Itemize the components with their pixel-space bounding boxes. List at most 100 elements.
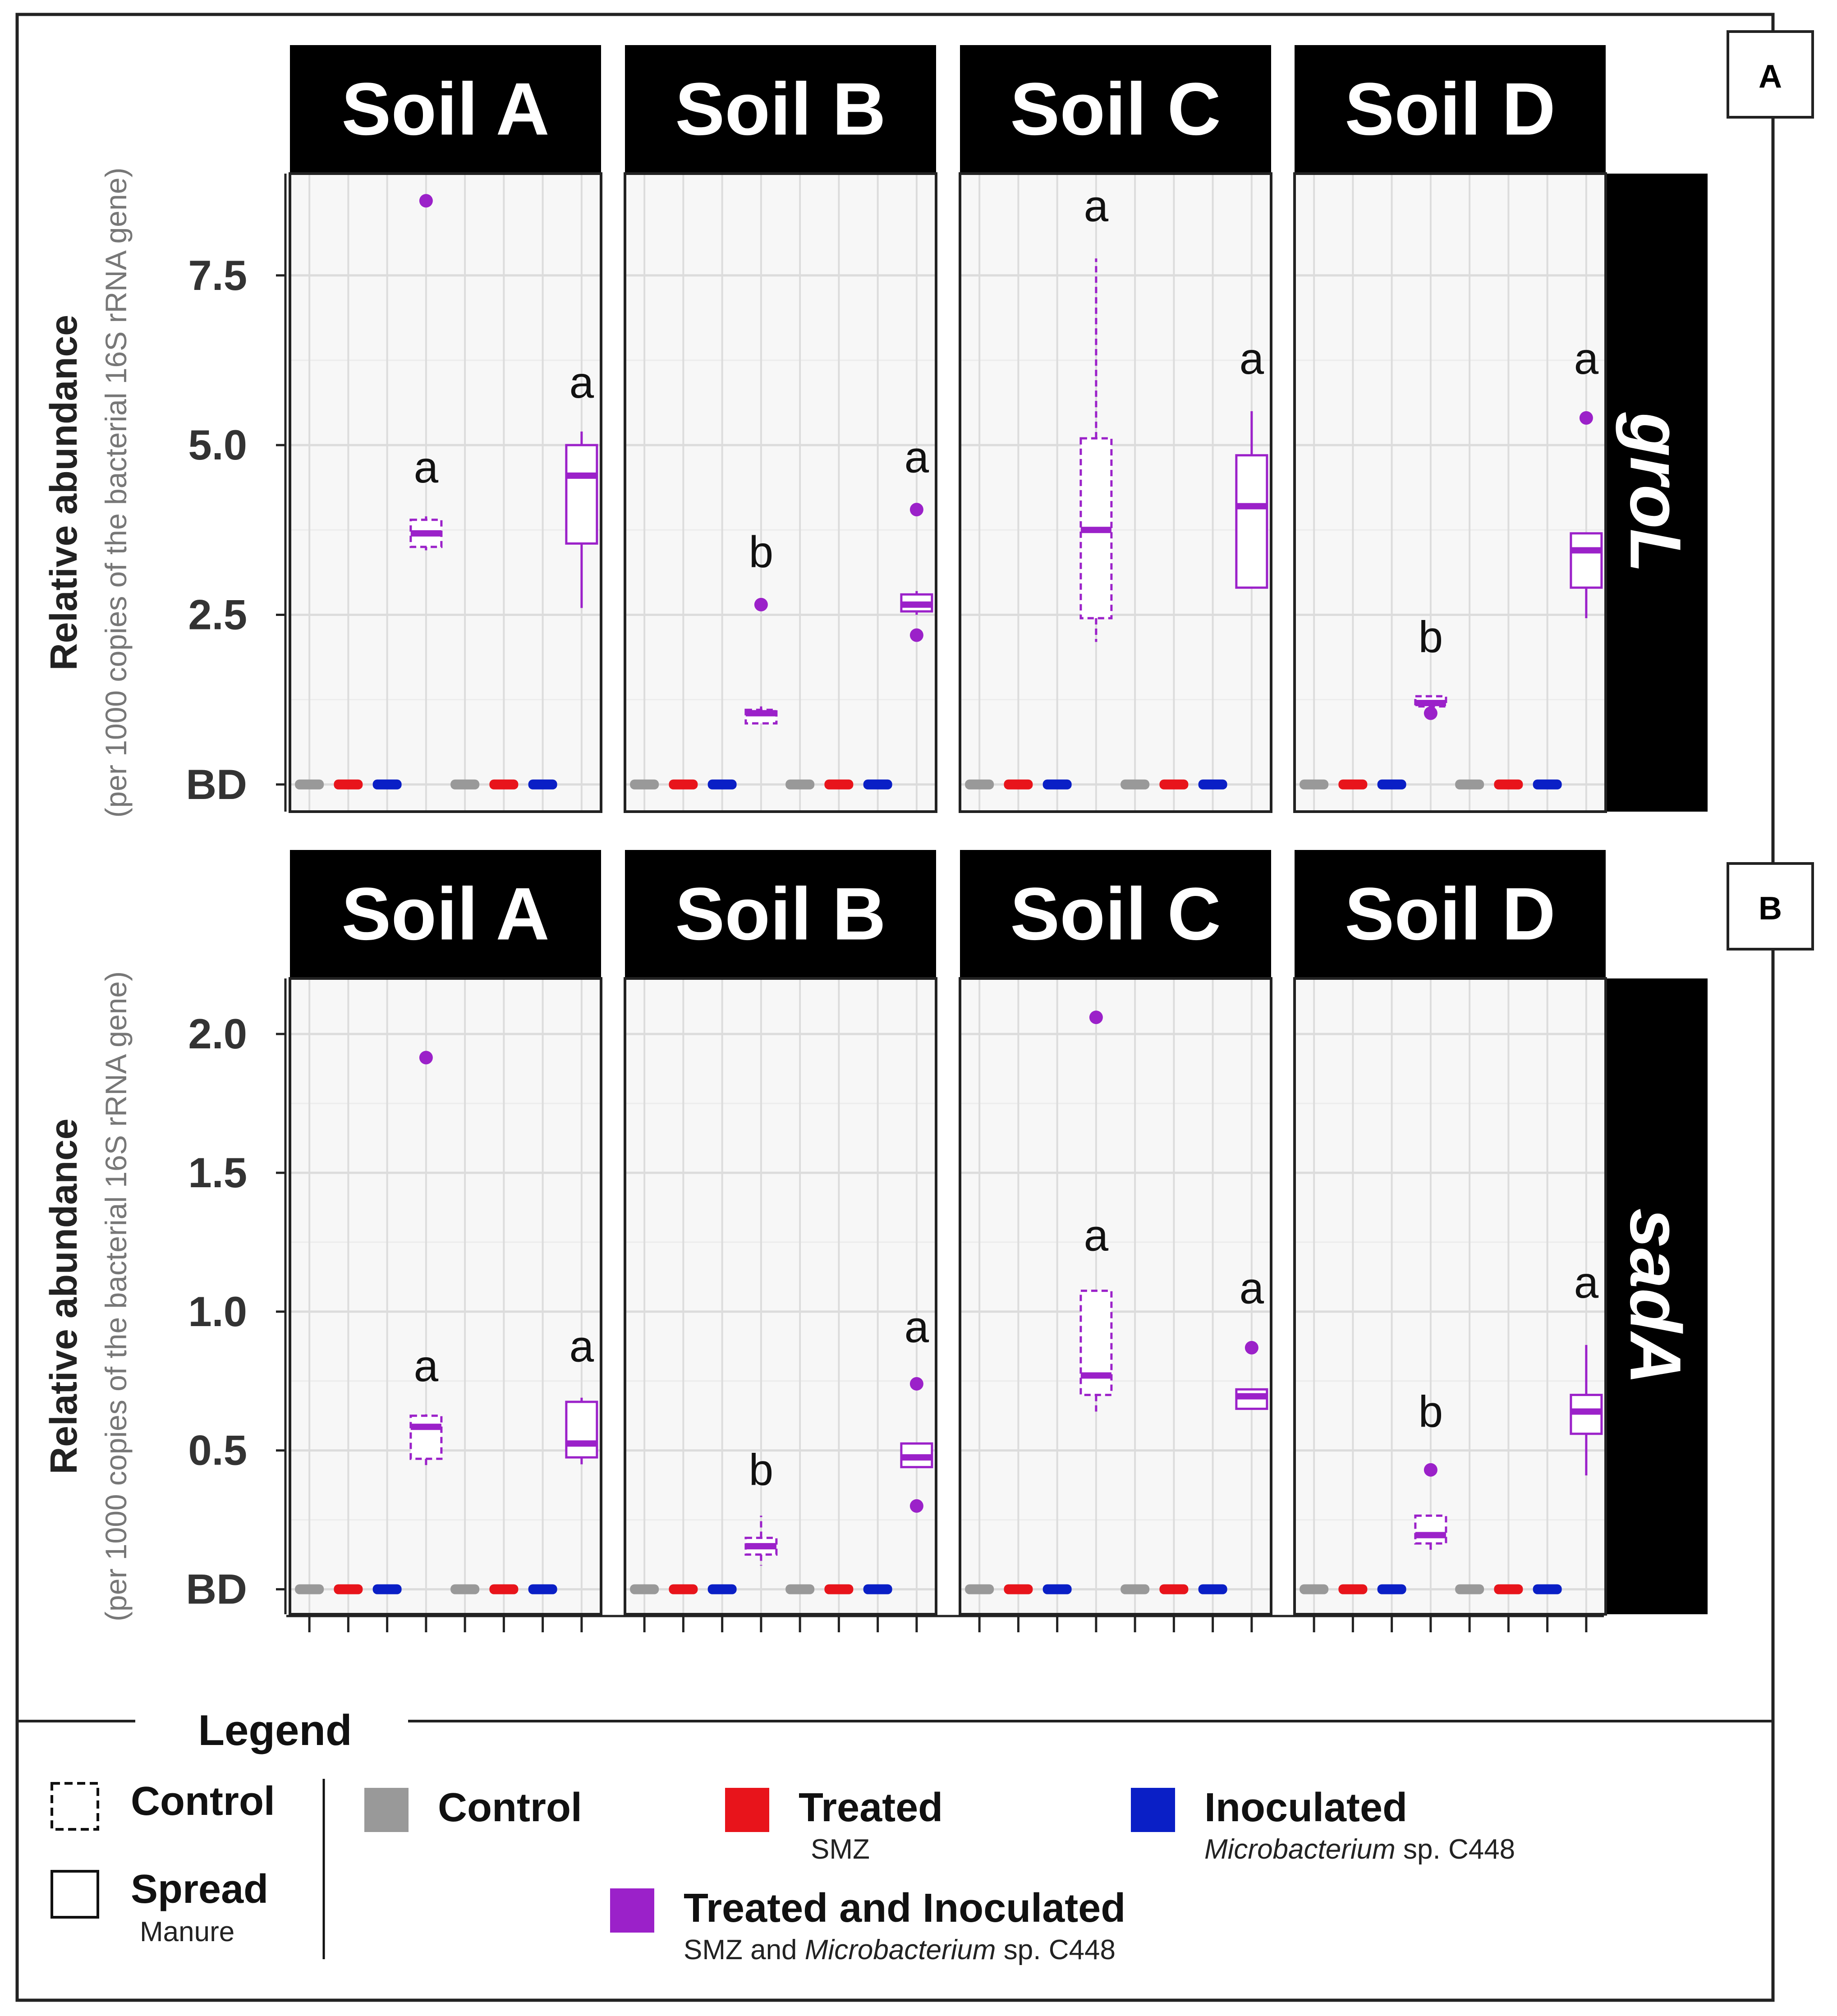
legend-color-swatch [610, 1888, 654, 1933]
sublabel-italic: Microbacterium [805, 1934, 996, 1965]
panel-background [625, 174, 936, 812]
bd-marker [824, 1584, 854, 1594]
bd-marker [630, 779, 659, 790]
significance-letter: a [1084, 1210, 1109, 1260]
facet-strip [625, 850, 936, 978]
outlier-point [1089, 1010, 1103, 1024]
outlier-point [909, 628, 923, 642]
significance-letter: b [749, 527, 774, 577]
facet-strip [1295, 45, 1606, 174]
y-axis-subtitle: (per 1000 copies of the bacterial 16S rR… [99, 971, 133, 1621]
bd-marker [1042, 1584, 1072, 1594]
significance-letter: a [414, 442, 439, 492]
bd-marker [669, 1584, 698, 1594]
box-iqr [565, 444, 598, 545]
bd-marker [785, 779, 815, 790]
legend-color-swatch [725, 1788, 769, 1832]
bd-marker [295, 1584, 324, 1594]
panel-label: B [1759, 891, 1782, 927]
legend-manure-swatch [51, 1782, 99, 1831]
facet-strip [290, 850, 601, 978]
legend-treatment-label: Inoculated [1204, 1785, 1407, 1830]
facet-strip [625, 45, 936, 174]
sublabel-italic: Microbacterium [1204, 1834, 1396, 1865]
panel-border [289, 172, 602, 813]
significance-letter: a [1240, 334, 1264, 383]
sublabel-tail: sp. C448 [1396, 1834, 1515, 1865]
significance-letter: a [905, 1302, 929, 1352]
facet-3: Soil C a a [959, 850, 1272, 1632]
bd-marker [1377, 779, 1406, 790]
legend-treatment-sublabel: Microbacterium sp. C448 [1204, 1834, 1515, 1865]
facet-title: Soil A [341, 68, 549, 151]
y-tick-label: BD [186, 1566, 247, 1613]
bd-marker [528, 1584, 557, 1594]
bd-marker [630, 1584, 659, 1594]
panel-border [1293, 977, 1607, 1616]
significance-letter: a [1574, 334, 1599, 383]
gene-label: groL [1616, 412, 1696, 573]
facet-title: Soil C [1010, 68, 1221, 151]
bd-marker [1300, 1584, 1329, 1594]
facet-2: Soil B b a [624, 850, 937, 1632]
box-iqr [565, 1401, 598, 1459]
y-tick-label: 2.5 [188, 591, 247, 638]
panel-label-box [1727, 862, 1814, 951]
bd-marker [1377, 1584, 1406, 1594]
panel-border [624, 977, 937, 1616]
bd-marker [1338, 1584, 1368, 1594]
y-tick-label: 0.5 [188, 1427, 247, 1474]
bd-marker [1004, 1584, 1033, 1594]
figure-frame [15, 13, 1775, 2002]
outlier-point [909, 1377, 923, 1391]
y-tick-label: 1.5 [188, 1149, 247, 1196]
bd-marker [669, 779, 698, 790]
facet-4: Soil D b a [1293, 45, 1607, 813]
sublabel-text: SMZ [811, 1834, 870, 1865]
bd-marker [372, 779, 402, 790]
legend-manure-label: Spread [131, 1867, 268, 1912]
box-iqr [1570, 532, 1603, 589]
y-tick-label: 1.0 [188, 1288, 247, 1335]
bd-marker [489, 1584, 519, 1594]
panel-background [1295, 174, 1606, 812]
chart-A: Relative abundance (per 1000 copies of th… [42, 30, 1814, 818]
bd-marker [1121, 1584, 1150, 1594]
bd-marker [1494, 779, 1523, 790]
significance-letter: a [1240, 1263, 1264, 1313]
bd-marker [707, 779, 737, 790]
significance-letter: a [569, 358, 594, 407]
panel-label-box [1727, 30, 1814, 119]
box-iqr [409, 1414, 443, 1460]
outlier-point [1245, 1341, 1258, 1355]
bd-marker [489, 779, 519, 790]
bd-marker [1121, 779, 1150, 790]
facet-3: Soil C a a [959, 45, 1272, 813]
facet-strip [1295, 850, 1606, 978]
facet-title: Soil D [1345, 873, 1556, 955]
facet-title: Soil B [675, 873, 886, 955]
y-tick-label: 2.0 [188, 1010, 247, 1057]
facet-1: Soil A a a [289, 45, 602, 813]
legend-treatment-label: Treated and Inoculated [684, 1886, 1125, 1931]
bd-marker [1042, 779, 1072, 790]
sublabel-tail: sp. C448 [996, 1934, 1116, 1965]
y-tick-label: 5.0 [188, 421, 247, 468]
outlier-point [419, 1051, 433, 1065]
panel-border [1293, 172, 1607, 813]
panel-label: A [1759, 59, 1782, 95]
bd-marker [965, 779, 994, 790]
y-axis-subtitle: (per 1000 copies of the bacterial 16S rR… [99, 168, 133, 818]
legend: Legend Control Spread Manure Control Treated S… [51, 1706, 1515, 1965]
significance-letter: b [1419, 1387, 1443, 1436]
bd-marker [1004, 779, 1033, 790]
legend-treatment-label: Treated [799, 1785, 943, 1830]
bd-marker [1533, 1584, 1562, 1594]
legend-color-swatch [364, 1788, 409, 1832]
y-axis-title-group: Relative abundance (per 1000 copies of th… [42, 971, 133, 1621]
facet-4: Soil D b a [1293, 850, 1607, 1632]
panel-border [959, 977, 1272, 1616]
facet-strip [960, 850, 1271, 978]
legend-manure-sublabel: Manure [140, 1916, 234, 1947]
